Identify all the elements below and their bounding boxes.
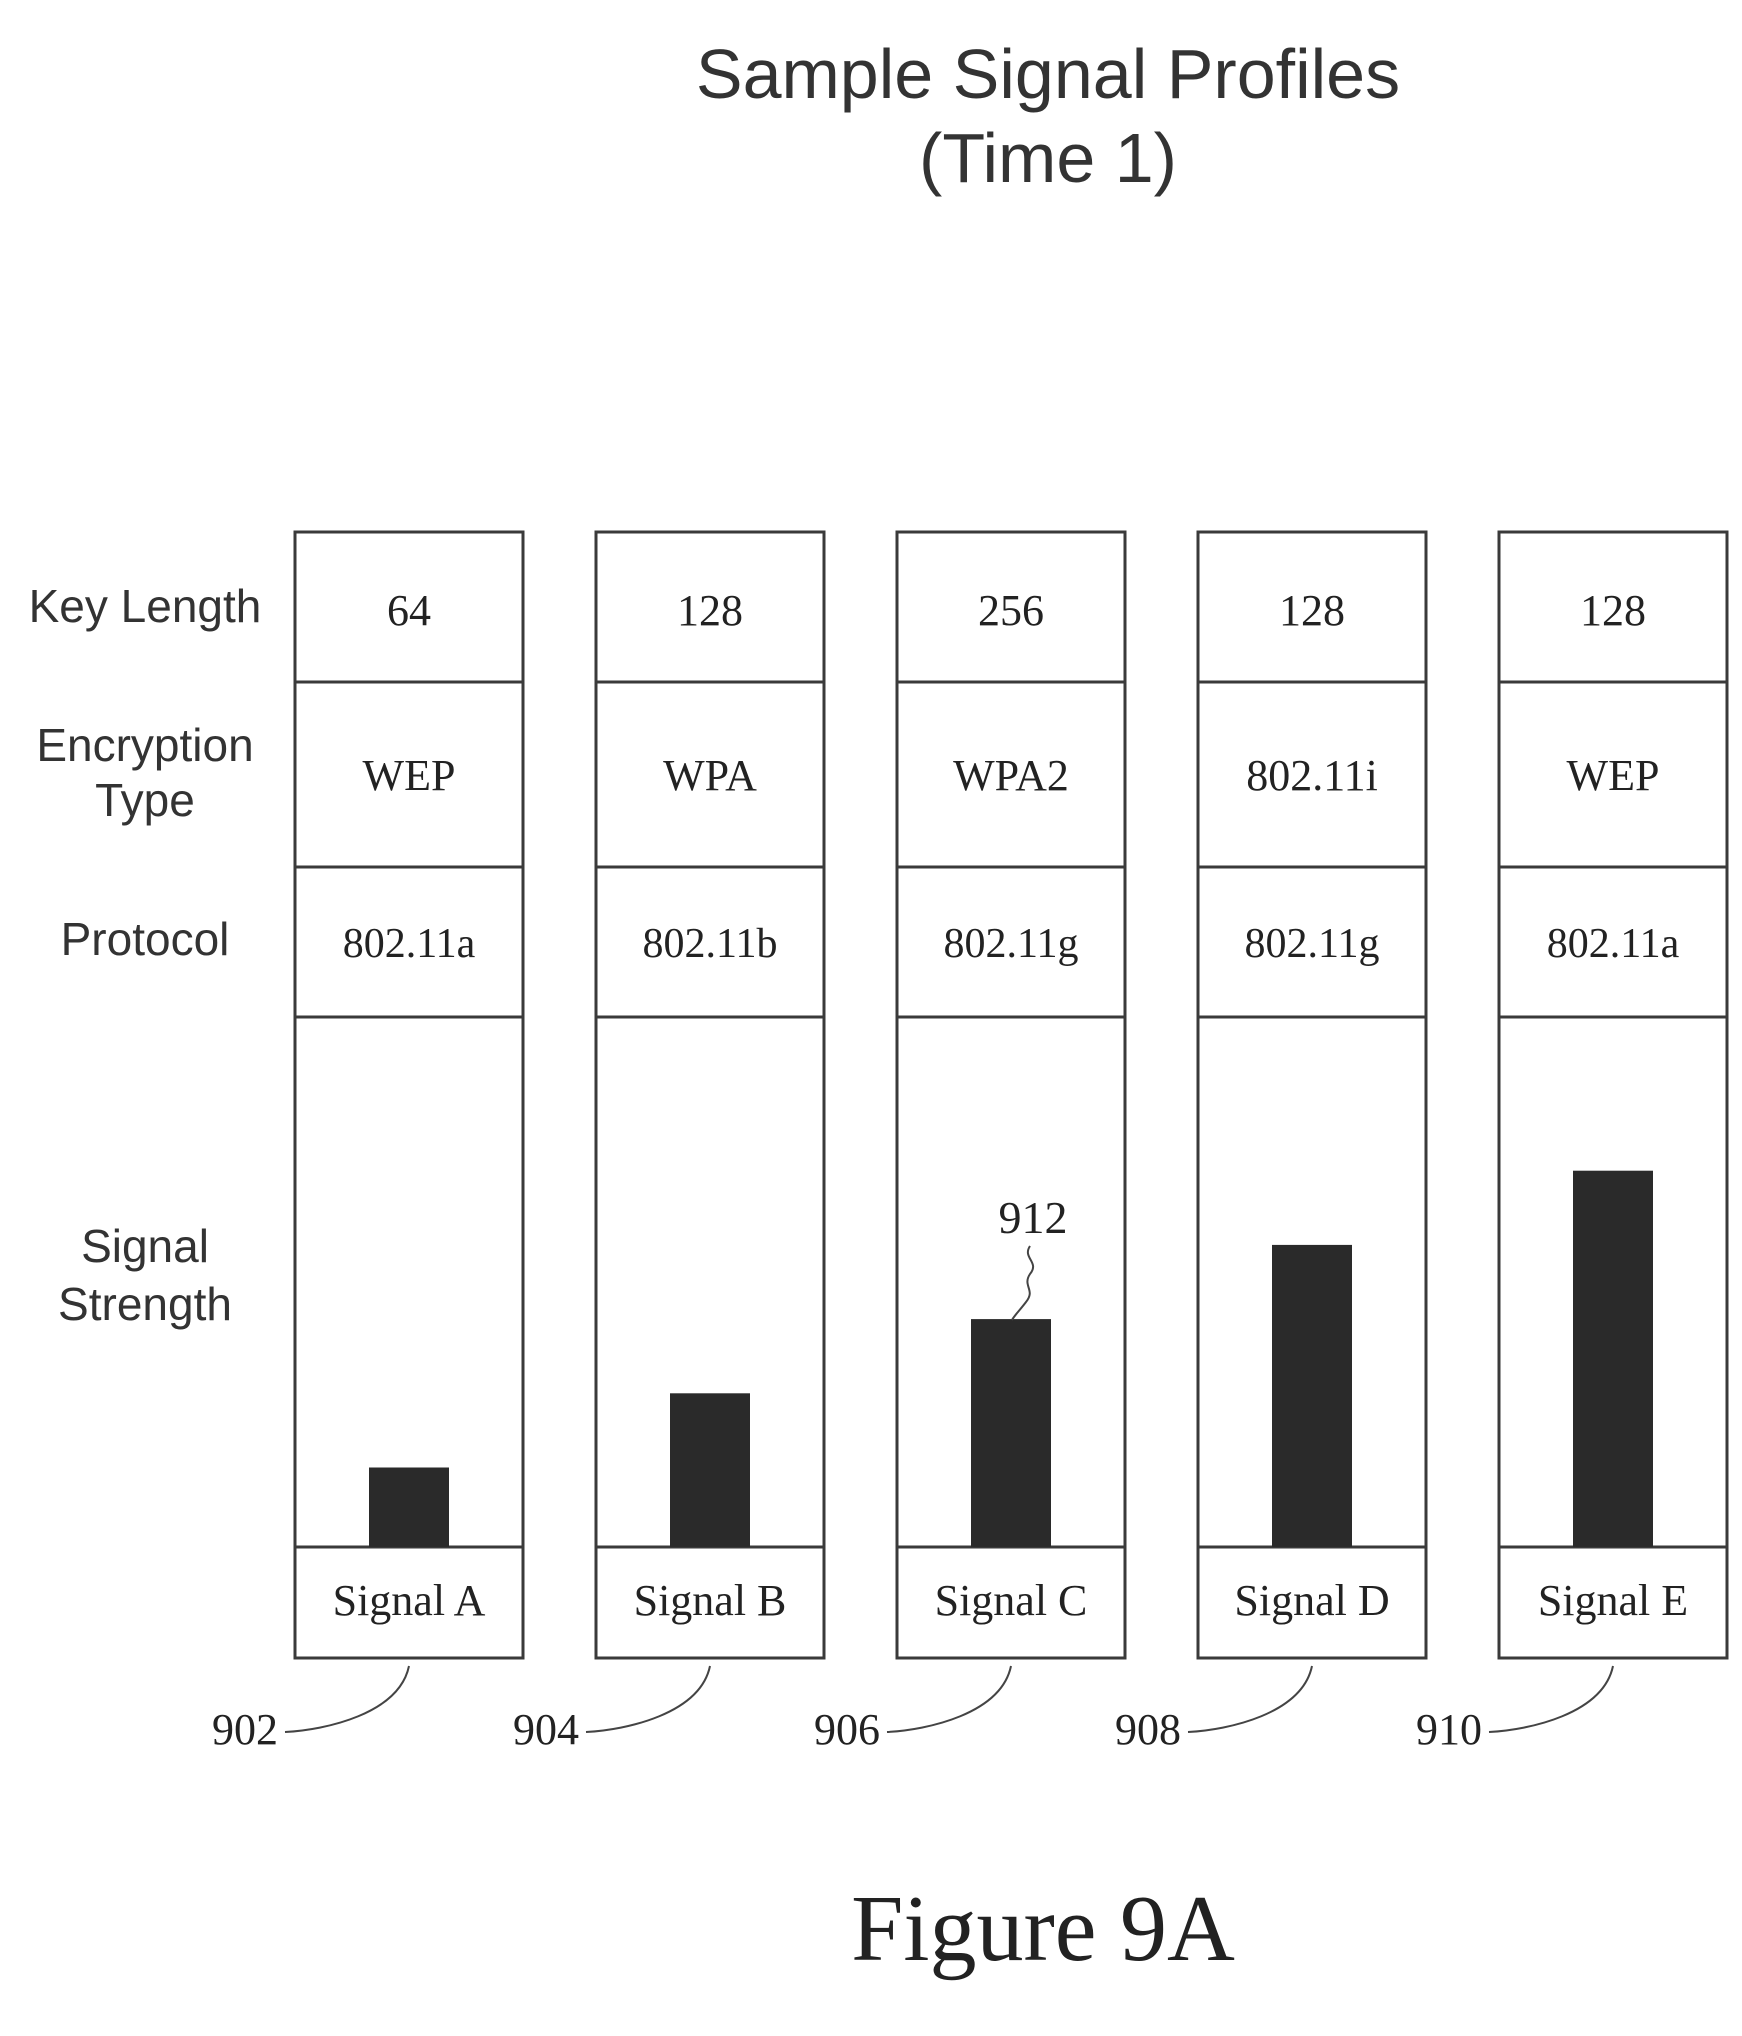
reference-leader-line — [285, 1666, 409, 1732]
encryption-type-value: 802.11i — [1246, 751, 1378, 800]
reference-leader-line — [586, 1666, 710, 1732]
signal-name-label: Signal E — [1538, 1576, 1688, 1625]
signal-name-label: Signal C — [935, 1576, 1088, 1625]
key-length-value: 64 — [387, 586, 431, 635]
signal-name-label: Signal D — [1234, 1576, 1389, 1625]
reference-numeral: 908 — [1115, 1705, 1181, 1754]
signal-strength-bar — [971, 1319, 1051, 1547]
reference-leader-line — [887, 1666, 1011, 1732]
reference-numeral: 902 — [212, 1705, 278, 1754]
bar-callout-label: 912 — [999, 1192, 1068, 1243]
profile-column-signal-d: 128 802.11i 802.11g Signal D 908 — [1115, 532, 1426, 1754]
encryption-type-value: WEP — [1567, 751, 1660, 800]
reference-numeral: 906 — [814, 1705, 880, 1754]
protocol-value: 802.11b — [643, 921, 778, 967]
row-label-signal-strength-line-1: Signal — [81, 1220, 209, 1272]
title-line-2: (Time 1) — [919, 119, 1177, 197]
key-length-value: 256 — [978, 586, 1044, 635]
signal-profile-columns: 64 WEP 802.11a Signal A 902 128 WPA 802.11b Sign… — [212, 532, 1727, 1754]
protocol-value: 802.11g — [944, 921, 1079, 967]
row-label-signal-strength-line-2: Strength — [58, 1278, 232, 1330]
signal-strength-bar — [1573, 1171, 1653, 1547]
reference-numeral: 910 — [1416, 1705, 1482, 1754]
title-line-1: Sample Signal Profiles — [696, 35, 1400, 113]
reference-leader-line — [1489, 1666, 1613, 1732]
figure-label: Figure 9A — [851, 1877, 1235, 1981]
row-label-protocol: Protocol — [61, 913, 230, 965]
key-length-value: 128 — [1279, 586, 1345, 635]
signal-strength-bar — [1272, 1245, 1352, 1547]
key-length-value: 128 — [1580, 586, 1646, 635]
protocol-value: 802.11a — [343, 921, 476, 967]
signal-name-label: Signal A — [333, 1576, 486, 1625]
row-label-encryption-line-1: Encryption — [36, 719, 253, 771]
profile-column-signal-b: 128 WPA 802.11b Signal B 904 — [513, 532, 824, 1754]
row-label-key-length: Key Length — [29, 580, 262, 632]
signal-strength-bar — [369, 1468, 449, 1548]
encryption-type-value: WEP — [363, 751, 456, 800]
reference-numeral: 904 — [513, 1705, 579, 1754]
reference-leader-line — [1188, 1666, 1312, 1732]
signal-name-label: Signal B — [634, 1576, 787, 1625]
protocol-value: 802.11a — [1547, 921, 1680, 967]
protocol-value: 802.11g — [1245, 921, 1380, 967]
row-label-encryption-line-2: Type — [95, 774, 195, 826]
encryption-type-value: WPA — [663, 751, 757, 800]
key-length-value: 128 — [677, 586, 743, 635]
profile-column-signal-c: 256 WPA2 802.11g Signal C 906 — [814, 532, 1125, 1754]
signal-strength-bar — [670, 1393, 750, 1547]
profile-column-signal-a: 64 WEP 802.11a Signal A 902 — [212, 532, 523, 1754]
profile-column-signal-e: 128 WEP 802.11a Signal E 910 — [1416, 532, 1727, 1754]
encryption-type-value: WPA2 — [953, 751, 1069, 800]
